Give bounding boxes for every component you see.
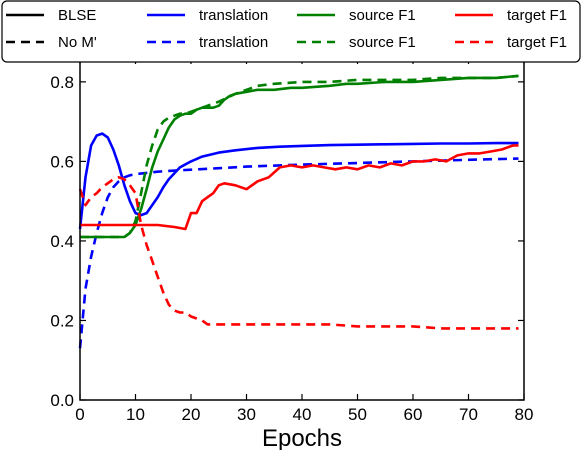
series-line-3 <box>80 74 519 239</box>
legend-label: target F1 <box>507 7 567 24</box>
series-layer <box>78 74 519 349</box>
series-line-5 <box>80 144 519 231</box>
y-tick-label: 0.0 <box>50 391 74 410</box>
x-tick-label: 40 <box>293 405 312 424</box>
y-tick-label: 0.4 <box>50 232 74 251</box>
series-line-2 <box>78 157 519 349</box>
x-tick-label: 60 <box>404 405 423 424</box>
x-axis-title: Epochs <box>262 425 342 450</box>
x-tick-label: 50 <box>348 405 367 424</box>
legend-box <box>1 0 581 63</box>
y-tick-label: 0.2 <box>50 311 74 330</box>
y-tick-label: 0.8 <box>50 73 74 92</box>
legend-label: BLSE <box>58 7 96 24</box>
x-tick-label: 70 <box>459 405 478 424</box>
x-tick-label: 30 <box>237 405 256 424</box>
legend-label: translation <box>199 7 268 24</box>
legend-label: source F1 <box>349 34 416 51</box>
x-tick-label: 0 <box>75 405 84 424</box>
plot-frame <box>79 57 525 401</box>
legend-label: source F1 <box>349 7 416 24</box>
x-tick-label: 20 <box>182 405 201 424</box>
series-line-1 <box>78 132 519 230</box>
legend-label: target F1 <box>507 34 567 51</box>
legend-label: No M' <box>58 34 97 51</box>
x-tick-label: 80 <box>515 405 534 424</box>
legend: BLSE No M' translation translation source F1… <box>1 0 581 63</box>
y-axis: 0.0 0.2 0.4 0.6 0.8 <box>50 73 524 410</box>
legend-label: translation <box>199 34 268 51</box>
y-tick-label: 0.6 <box>50 152 74 171</box>
x-axis: 0 10 20 30 40 50 60 70 80 <box>75 58 533 424</box>
series-line-6 <box>78 176 519 330</box>
x-tick-label: 10 <box>126 405 145 424</box>
